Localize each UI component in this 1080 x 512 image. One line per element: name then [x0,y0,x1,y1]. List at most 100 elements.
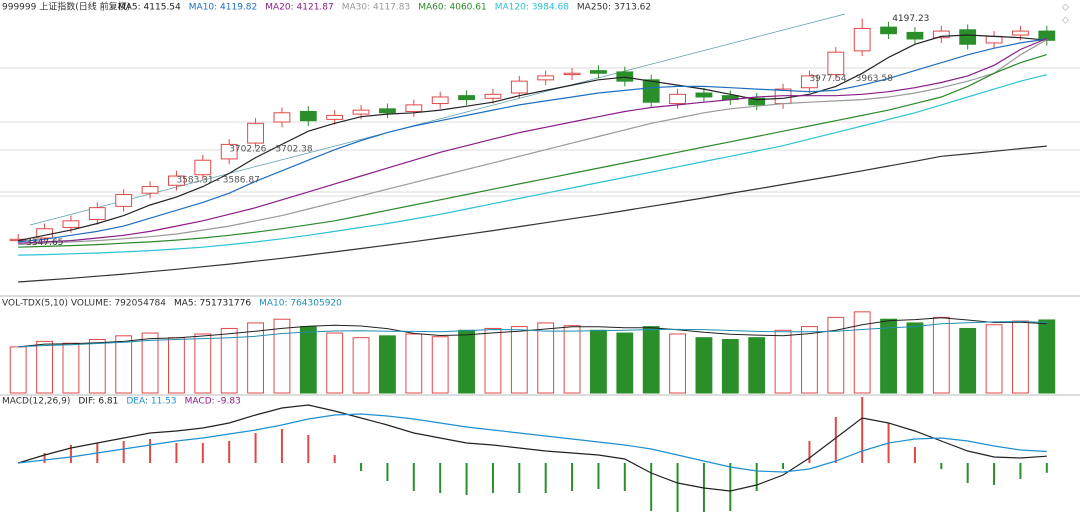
volume-bar [62,342,80,394]
volume-bar [959,327,977,394]
ma-line [18,39,1048,246]
chart-title: 999999 上证指数(日线 前复权) [2,1,130,13]
candle-body [695,92,713,98]
volume-bar [458,329,475,394]
ma-line [18,34,1047,242]
macd-line [18,413,1047,473]
candle-body [62,220,80,228]
volume-bar [194,333,212,394]
candle-body [273,112,291,123]
volume-ma-line [18,320,1047,348]
candle-body [458,95,475,101]
legend-item: MA5: 751731776 [174,299,251,309]
candle-body [827,51,845,76]
volume-bar [273,318,291,394]
volume-bar [774,329,792,394]
volume-bar [326,332,344,394]
candle-body [1038,30,1056,41]
volume-bar [220,327,238,394]
annotation: 3702.26 - 3702.38 [229,145,313,155]
volume-bar [352,337,370,394]
legend-item: DIF: 6.81 [78,397,118,407]
candle-body [906,31,924,40]
volume-bar [827,316,845,394]
volume-bar [906,322,924,394]
volume-bar [801,326,818,394]
candle-body [247,122,264,144]
candle-body [853,27,871,52]
candle-body [985,35,1003,44]
candle-body [959,29,977,45]
candle-body [352,109,370,115]
volume-bar [141,332,159,394]
candle-body [405,104,423,112]
icon[interactable]: ◇ [1062,3,1069,13]
candle-body [194,159,212,176]
ma-line [18,74,1047,256]
volume-bar [1012,320,1029,394]
volume-bar [695,337,713,394]
candle-body [510,80,528,94]
legend-item: MACD: -9.83 [185,397,241,407]
legend-item: MA20: 4121.87 [265,3,333,13]
volume-bar [932,316,950,394]
trend-line [29,13,846,226]
volume-bar [379,335,396,394]
volume-bar [853,311,871,394]
volume-bar [616,332,634,394]
volume-bar [510,326,528,394]
volume-bar [9,346,27,394]
legend-item: MA60: 4060.61 [418,3,486,13]
candle-body [1012,30,1029,36]
candle-body [801,75,818,89]
legend-item: MA30: 4117.83 [342,3,410,13]
ma-line [18,37,1048,244]
candle-body [642,79,660,103]
volume-bar [1038,319,1056,394]
candle-body [484,93,502,99]
candle-body [880,26,897,35]
volume-bar [669,333,686,394]
candle-body [748,97,766,106]
volume-bar [484,327,502,394]
candle-body [220,143,238,160]
legend-item: MA10: 4119.82 [189,3,257,13]
macd-title: MACD(12,26,9) [2,397,70,407]
volume-bar [642,326,660,394]
volume-bar [590,329,607,394]
candle-body [168,175,185,186]
candle-body [9,238,27,242]
candle-body [379,108,396,114]
volume-title: VOL-TDX(5,10) VOLUME: 792054784 [2,299,166,309]
candle-body [590,70,607,74]
volume-bar [36,340,53,394]
annotation: 3347.65 [26,238,63,248]
volume-bar [88,339,106,394]
volume-bar [115,335,133,394]
candle-body [616,71,634,82]
ma-line [18,145,1047,283]
candle-body [932,30,950,39]
candle-body [115,193,133,207]
legend-item: MA10: 764305920 [259,299,342,309]
volume-bar [168,337,185,394]
ma-line [18,38,1047,243]
annotation: 3977.54 - 3963.58 [809,74,893,84]
volume-bar [721,339,739,394]
candle-body [431,96,449,105]
legend-item: DEA: 11.53 [126,397,176,407]
legend-item: MA250: 3713.62 [577,3,651,13]
annotation: 4197.23 [892,14,929,24]
volume-bar [563,325,581,394]
annotation: 3583.31 - 3586.87 [176,175,259,185]
candle-body [299,110,317,122]
candle-body [326,114,344,120]
icon[interactable]: ◇ [1062,16,1069,26]
candle-body [537,75,555,81]
volume-bar [748,337,766,394]
volume-bar [431,336,449,394]
volume-bar [299,326,317,394]
volume-bar [247,322,264,394]
candle-body [88,207,106,221]
